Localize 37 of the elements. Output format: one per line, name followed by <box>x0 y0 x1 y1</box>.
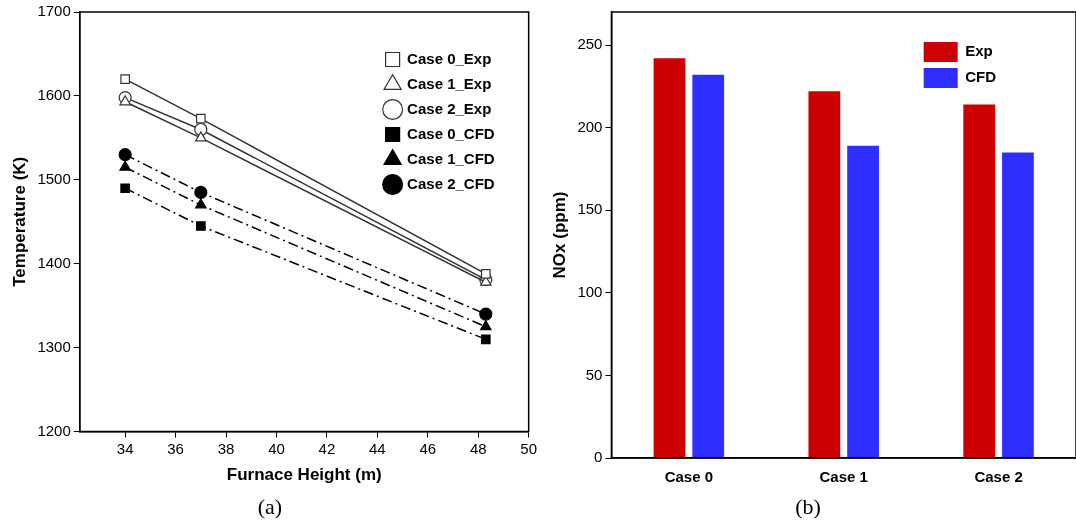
y-tick-label: 1600 <box>37 86 71 104</box>
y-tick-label: 150 <box>577 200 603 218</box>
x-tick-label: 46 <box>419 439 437 457</box>
x-tick-label: 38 <box>217 439 235 457</box>
legend-label: CFD <box>965 68 997 86</box>
y-tick-label: 1500 <box>37 169 71 187</box>
y-tick-label: 200 <box>577 117 603 135</box>
x-tick-label: 50 <box>520 439 537 457</box>
y-tick-label: 50 <box>585 365 603 383</box>
x-tick-label: 34 <box>116 439 134 457</box>
legend-label: Case 1_Exp <box>407 74 492 92</box>
y-tick-label: 250 <box>577 35 603 53</box>
text: (a) <box>256 494 284 520</box>
y-tick-label: 1300 <box>37 337 71 355</box>
y-axis-title: Temperature (K) <box>9 156 29 287</box>
y-axis-title: NOx (ppm) <box>549 191 569 279</box>
legend-label: Case 2_Exp <box>407 99 492 117</box>
x-tick-label: Case 0 <box>664 468 714 486</box>
x-tick-label: 44 <box>369 439 386 457</box>
y-tick-label: 100 <box>577 282 603 300</box>
y-tick-label: 1200 <box>37 421 71 439</box>
y-tick-label: 1700 <box>37 2 71 20</box>
x-tick-label: 36 <box>167 439 184 457</box>
legend-label: Case 0_CFD <box>407 124 495 142</box>
x-tick-label: 48 <box>469 439 487 457</box>
legend-label: Case 0_Exp <box>407 49 492 67</box>
y-tick-label: 1400 <box>37 253 71 271</box>
x-tick-label: 42 <box>318 439 336 457</box>
x-tick-label: Case 2 <box>974 468 1023 486</box>
x-axis-title: Furnace Height (m) <box>226 465 382 485</box>
x-tick-label: 40 <box>268 439 285 457</box>
legend-label: Exp <box>965 42 993 60</box>
legend-label: Case 2_CFD <box>407 174 495 192</box>
legend-label: Case 1_CFD <box>407 149 495 167</box>
y-tick-label: 0 <box>594 448 603 466</box>
text: (b) <box>794 494 822 520</box>
x-tick-label: Case 1 <box>819 468 868 486</box>
